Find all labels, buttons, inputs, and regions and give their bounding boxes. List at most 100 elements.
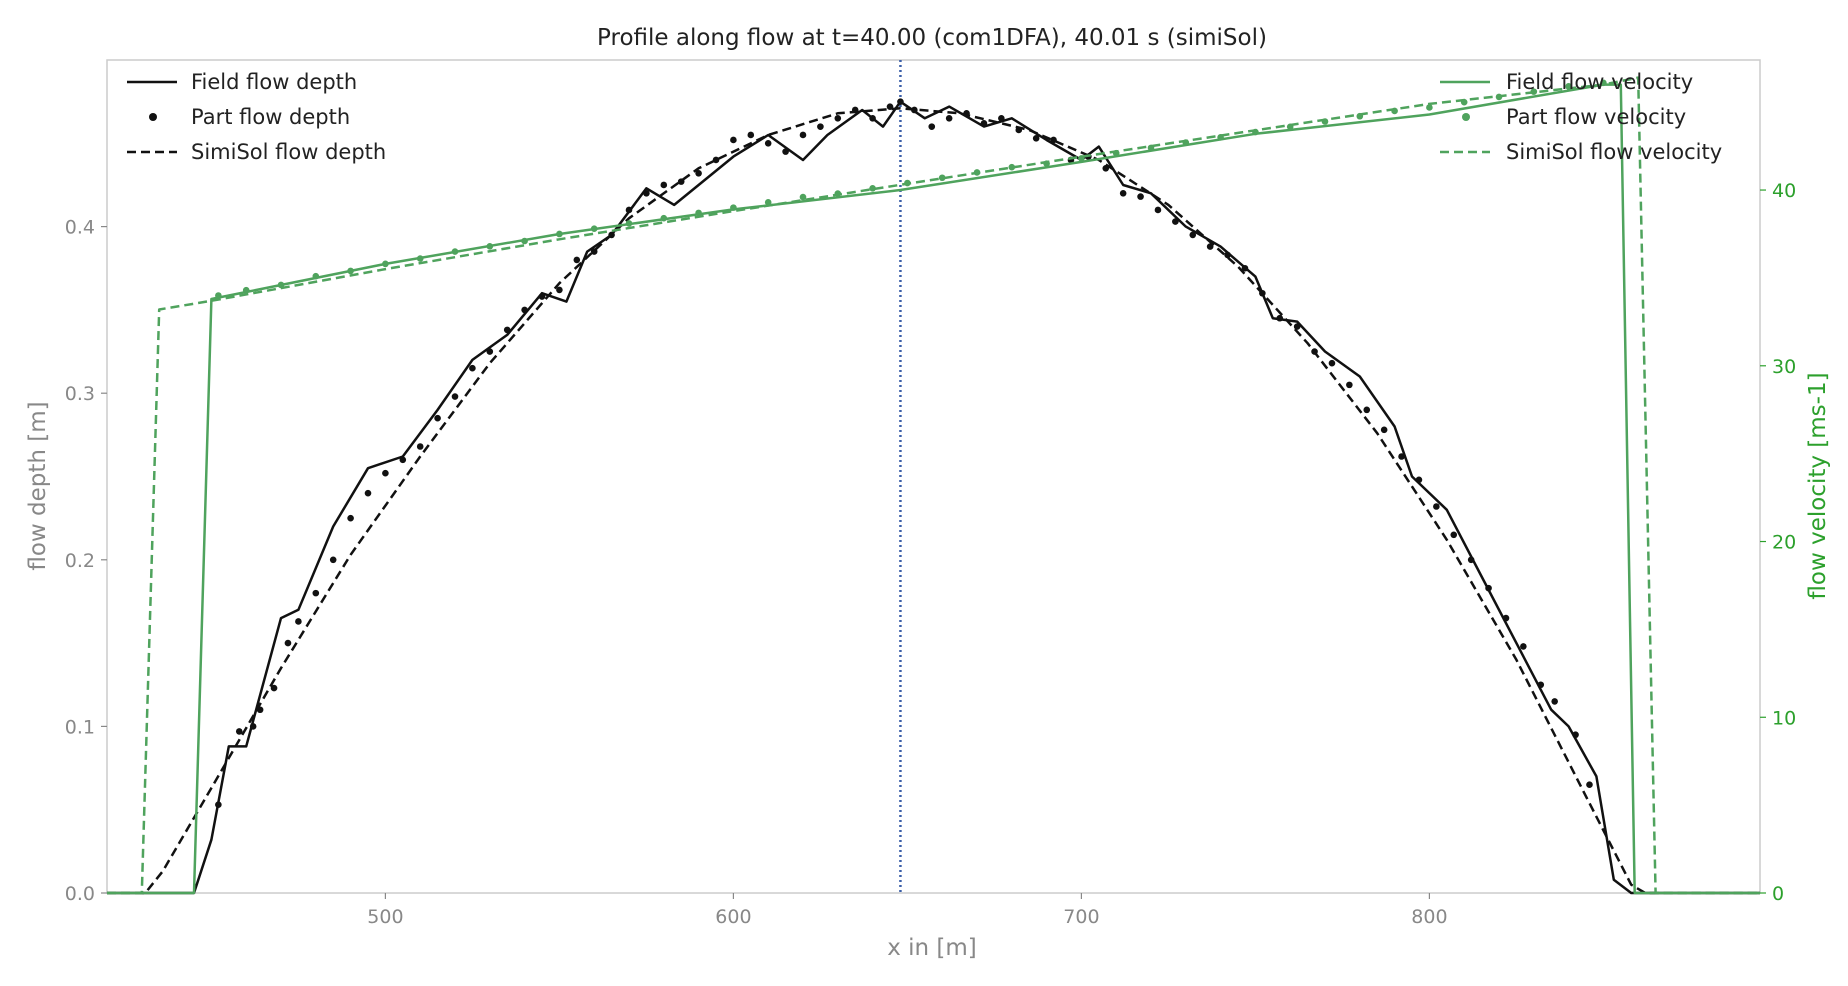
x-axis-label: x in [m]	[887, 935, 977, 961]
part-flow-depth-point	[1172, 218, 1179, 225]
part-flow-velocity-point	[660, 214, 668, 222]
y-left-tick-label: 0.0	[65, 883, 95, 905]
part-flow-velocity-point	[521, 237, 528, 245]
y-right-tick-label: 10	[1772, 707, 1796, 729]
part-flow-depth-point	[503, 326, 511, 334]
part-flow-velocity-point	[312, 272, 320, 280]
part-flow-depth-point	[1328, 359, 1336, 367]
legend-label-field-flow-depth: Field flow depth	[191, 70, 357, 94]
field-flow-velocity-line	[107, 83, 1760, 895]
legend-depth: Field flow depth Part flow depth SimiSol f…	[127, 70, 386, 164]
part-flow-depth-point	[364, 489, 372, 497]
x-tick-label: 600	[715, 906, 751, 928]
part-flow-depth-point	[1502, 614, 1510, 622]
part-flow-depth-point	[347, 514, 354, 522]
part-flow-depth-point	[897, 98, 904, 105]
part-flow-depth-point	[1363, 406, 1371, 414]
part-flow-depth-point	[1398, 453, 1405, 460]
part-flow-depth-point	[817, 123, 824, 130]
part-flow-velocity-point	[799, 193, 807, 201]
part-flow-depth-point	[215, 801, 222, 809]
part-flow-depth-point	[249, 723, 257, 730]
simisol-flow-depth-line	[107, 107, 1760, 895]
plot-frame	[106, 59, 1761, 894]
part-flow-depth-point	[1450, 531, 1458, 539]
legend-velocity: Field flow velocity Part flow velocity Sim…	[1440, 70, 1722, 164]
part-flow-velocity-point	[347, 267, 354, 275]
part-flow-velocity-point	[1426, 104, 1433, 111]
part-flow-depth-point	[538, 293, 546, 300]
part-flow-depth-point	[834, 115, 842, 122]
part-flow-depth-point	[1551, 698, 1558, 705]
part-flow-depth-point	[695, 169, 702, 177]
y-axis-right-label: flow velocity [ms-1]	[1805, 372, 1831, 599]
part-flow-depth-point	[730, 136, 737, 144]
legend-label-part-flow-depth: Part flow depth	[191, 105, 350, 129]
part-flow-depth-point	[284, 639, 292, 647]
part-flow-depth-point	[469, 364, 476, 372]
part-flow-depth-point	[416, 443, 424, 450]
part-flow-depth-point	[486, 348, 494, 355]
legend-label-field-flow-velocity: Field flow velocity	[1506, 70, 1693, 94]
y-right-tick-label: 30	[1772, 356, 1796, 378]
part-flow-velocity-point	[451, 248, 459, 255]
part-flow-depth-point	[1189, 231, 1197, 239]
part-flow-depth-point	[573, 256, 581, 264]
part-flow-depth-point	[1154, 206, 1162, 214]
y-axis-left-label: flow depth [m]	[25, 401, 51, 570]
y-left-tick-label: 0.3	[65, 383, 95, 405]
x-tick-label: 500	[367, 906, 403, 928]
part-flow-depth-point	[399, 456, 407, 464]
part-flow-depth-point	[556, 286, 563, 294]
part-flow-velocity-point	[556, 230, 563, 238]
field-flow-depth-line	[107, 100, 1760, 895]
part-flow-depth-point	[747, 131, 755, 139]
part-flow-velocity-point	[416, 255, 424, 262]
part-flow-depth-point	[1137, 193, 1144, 200]
legend-handle-part-flow-velocity	[1462, 113, 1470, 121]
part-flow-velocity-point	[1008, 163, 1016, 171]
x-tick-label: 800	[1411, 906, 1447, 928]
part-flow-depth-point	[521, 306, 528, 314]
part-flow-velocity-point	[869, 184, 876, 192]
part-flow-depth-point	[382, 469, 389, 477]
part-flow-depth-point	[1537, 681, 1545, 689]
part-flow-depth-point	[660, 181, 668, 189]
part-flow-depth-point	[782, 148, 789, 155]
part-flow-depth-point	[329, 556, 337, 564]
part-flow-depth-point	[1119, 189, 1127, 197]
part-flow-depth-point	[1433, 503, 1440, 510]
plot-border	[106, 59, 1761, 894]
part-flow-depth-series	[215, 98, 1593, 809]
y-right-tick-label: 20	[1772, 532, 1796, 554]
part-flow-depth-point	[625, 206, 633, 214]
part-flow-velocity-point	[215, 292, 222, 299]
part-flow-velocity-point	[242, 286, 250, 294]
part-flow-velocity-point	[590, 225, 598, 233]
part-flow-depth-point	[1380, 426, 1388, 434]
part-flow-depth-point	[1485, 584, 1492, 592]
legend-handle-part-flow-depth	[149, 113, 157, 121]
part-flow-depth-point	[1241, 264, 1249, 272]
simisol-flow-velocity-line	[107, 76, 1760, 895]
y-right-tick-label: 40	[1772, 180, 1796, 202]
legend-label-simisol-flow-depth: SimiSol flow depth	[191, 140, 386, 164]
part-flow-depth-point	[1520, 643, 1527, 650]
part-flow-depth-point	[270, 684, 278, 692]
part-flow-depth-point	[712, 156, 720, 164]
part-flow-velocity-point	[382, 260, 389, 268]
part-flow-depth-point	[1224, 251, 1231, 259]
part-flow-velocity-point	[938, 174, 946, 182]
part-flow-velocity-point	[486, 242, 494, 250]
part-flow-depth-point	[1346, 381, 1353, 389]
part-flow-depth-point	[1467, 556, 1475, 564]
part-flow-depth-point	[1586, 781, 1593, 789]
part-flow-depth-point	[434, 414, 441, 422]
part-flow-depth-point	[764, 140, 772, 147]
part-flow-velocity-point	[695, 209, 702, 217]
part-flow-depth-point	[998, 115, 1005, 122]
x-tick-label: 700	[1063, 906, 1099, 928]
part-flow-velocity-point	[730, 204, 737, 211]
